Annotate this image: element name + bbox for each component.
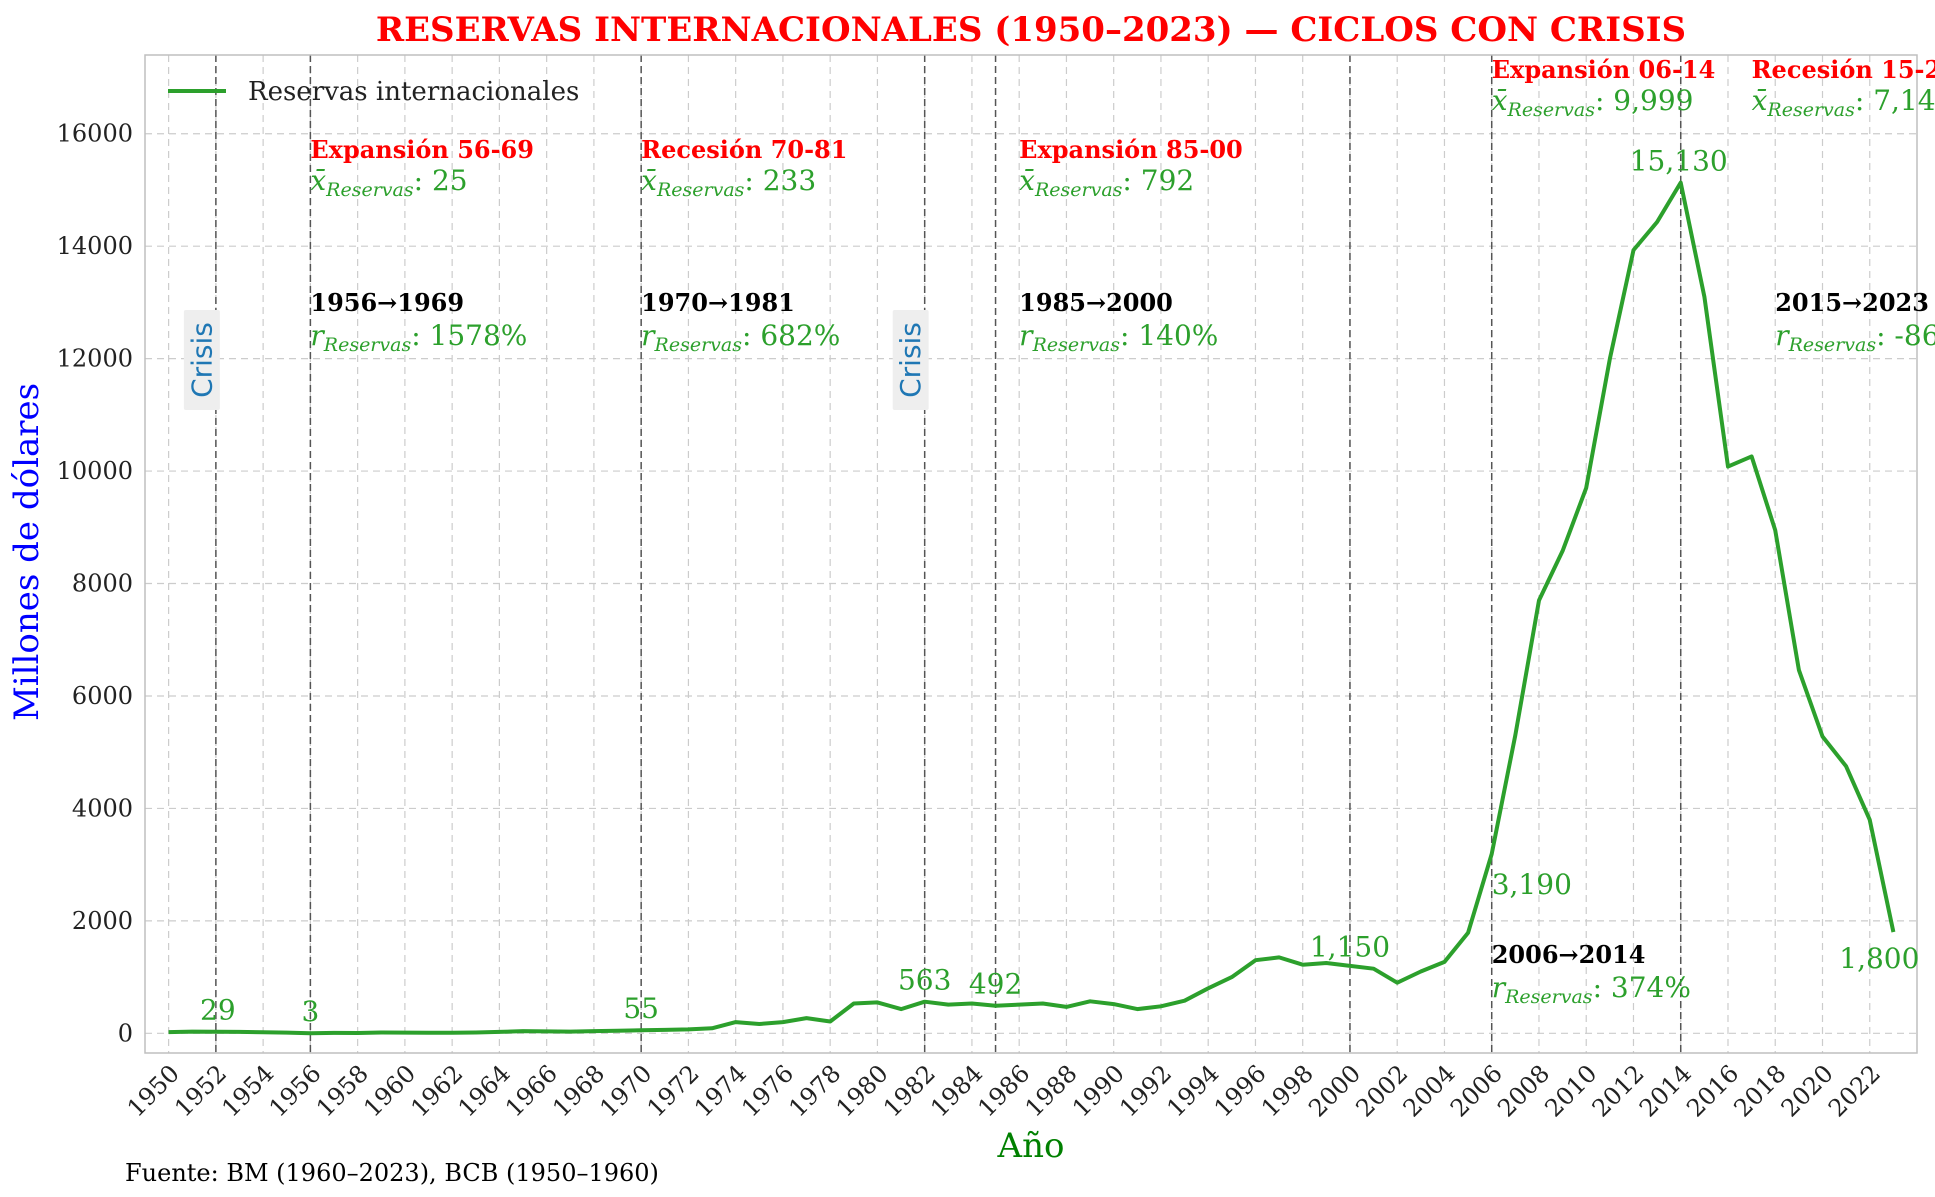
period-growth: rReservas: 140%	[1019, 319, 1218, 356]
point-value-label: 3	[301, 995, 319, 1028]
x-tick-label: 1984	[925, 1059, 988, 1122]
x-tick-label: 2004	[1398, 1059, 1461, 1122]
x-tick-label: 1988	[1020, 1059, 1083, 1122]
x-tick-label: 1968	[547, 1059, 610, 1122]
chart-title: RESERVAS INTERNACIONALES (1950–2023) — C…	[376, 10, 1686, 50]
x-tick-label: 1980	[831, 1059, 894, 1122]
y-tick-label: 4000	[72, 794, 133, 822]
cycle-divider-lines	[216, 55, 1681, 1053]
period-annotation: Expansión 85-00x̄Reservas: 792 1985→2000r…	[1019, 135, 1243, 356]
x-tick-label: 1970	[594, 1059, 657, 1122]
period-annotations: Expansión 56-69x̄Reservas: 251956→1969rR…	[310, 55, 1935, 1008]
y-tick-label: 2000	[72, 907, 133, 935]
x-tick-label: 1974	[689, 1059, 752, 1122]
x-tick-label: 2008	[1492, 1059, 1555, 1122]
period-range: 2006→2014	[1492, 940, 1646, 969]
period-annotation: Recesión 15-23x̄Reservas: 7,141 2015→2023…	[1752, 55, 1935, 356]
x-tick-label: 2022	[1823, 1059, 1886, 1122]
legend-entry-label: Reservas internacionales	[248, 77, 579, 107]
x-tick-label: 1962	[405, 1059, 468, 1122]
period-growth: rReservas: 1578%	[310, 319, 527, 356]
x-tick-label: 1982	[878, 1059, 941, 1122]
x-tick-label: 1950	[122, 1059, 185, 1122]
y-tick-label: 12000	[57, 345, 133, 373]
x-tick-label: 2000	[1303, 1059, 1366, 1122]
point-value-label: 1,800	[1839, 942, 1919, 975]
x-tick-label: 2012	[1587, 1059, 1650, 1122]
x-tick-label: 2010	[1539, 1059, 1602, 1122]
x-tick-label: 2016	[1681, 1059, 1744, 1122]
x-tick-label: 1972	[642, 1059, 705, 1122]
crisis-label: Crisis	[893, 310, 929, 410]
x-tick-label: 1952	[169, 1059, 232, 1122]
period-annotation: Recesión 70-81x̄Reservas: 233 1970→1981rR…	[641, 135, 847, 356]
x-tick-label: 1966	[500, 1059, 563, 1122]
x-tick-label: 2018	[1728, 1059, 1791, 1122]
crisis-label: Crisis	[184, 310, 220, 410]
period-range: 1956→1969	[310, 288, 464, 317]
period-growth: rReservas: 374%	[1492, 971, 1691, 1008]
point-value-label: 55	[623, 992, 659, 1025]
period-name: Recesión 15-23	[1752, 55, 1935, 84]
period-mean: x̄Reservas: 233	[641, 164, 816, 201]
period-range: 1970→1981	[641, 288, 795, 317]
period-mean: x̄Reservas: 25	[310, 164, 467, 201]
point-value-label: 15,130	[1630, 145, 1728, 178]
x-tick-label: 1956	[264, 1059, 327, 1122]
x-tick-label: 1998	[1256, 1059, 1319, 1122]
point-labels: 29 3 55 563 492 1,150 3,190 15,130 1,800	[200, 145, 1919, 1029]
y-axis-label: Millones de dólares	[7, 383, 47, 721]
x-tick-label: 2002	[1350, 1059, 1413, 1122]
x-tick-label: 1978	[783, 1059, 846, 1122]
period-mean: x̄Reservas: 7,141	[1752, 84, 1935, 121]
y-tick-label: 8000	[72, 570, 133, 598]
x-tick-label: 1954	[216, 1059, 279, 1122]
x-tick-label: 1986	[972, 1059, 1035, 1122]
point-value-label: 563	[898, 964, 951, 997]
period-name: Recesión 70-81	[641, 135, 847, 164]
period-annotation: Expansión 06-14x̄Reservas: 9,999 2006→201…	[1492, 55, 1716, 1008]
x-tick-label: 1994	[1161, 1059, 1224, 1122]
x-tick-label: 2014	[1634, 1059, 1697, 1122]
x-tick-label: 1960	[358, 1059, 421, 1122]
crisis-label-text: Crisis	[894, 322, 927, 398]
source-note: Fuente: BM (1960–2023), BCB (1950–1960)	[125, 1159, 659, 1187]
point-value-label: 1,150	[1310, 931, 1390, 964]
x-tick-label: 1996	[1209, 1059, 1272, 1122]
axes-frame	[145, 55, 1917, 1053]
x-tick-label: 1958	[311, 1059, 374, 1122]
period-growth: rReservas: -86%	[1775, 319, 1935, 356]
x-tick-label: 1992	[1114, 1059, 1177, 1122]
period-name: Expansión 85-00	[1019, 135, 1243, 164]
x-axis-label: Año	[997, 1126, 1065, 1166]
period-range: 2015→2023	[1775, 288, 1929, 317]
period-growth: rReservas: 682%	[641, 319, 840, 356]
y-tick-label: 14000	[57, 232, 133, 260]
period-name: Expansión 56-69	[310, 135, 534, 164]
x-tick-label: 1990	[1067, 1059, 1130, 1122]
point-value-label: 3,190	[1492, 868, 1572, 901]
y-tick-label: 6000	[72, 682, 133, 710]
period-name: Expansión 06-14	[1492, 55, 1716, 84]
x-tick-label: 1976	[736, 1059, 799, 1122]
point-value-label: 492	[969, 968, 1022, 1001]
y-tick-label: 10000	[57, 457, 133, 485]
grid-layer	[145, 55, 1917, 1053]
point-value-label: 29	[200, 994, 236, 1027]
crisis-label-text: Crisis	[185, 322, 218, 398]
x-tick-label: 1964	[453, 1059, 516, 1122]
period-annotation: Expansión 56-69x̄Reservas: 25 1956→1969rR…	[310, 135, 534, 356]
period-mean: x̄Reservas: 792	[1019, 164, 1194, 201]
legend: Reservas internacionales	[168, 77, 579, 107]
y-tick-label: 16000	[57, 120, 133, 148]
x-tick-label: 2006	[1445, 1059, 1508, 1122]
y-tick-label: 0	[118, 1019, 133, 1047]
period-range: 1985→2000	[1019, 288, 1173, 317]
x-tick-label: 2020	[1776, 1059, 1839, 1122]
period-mean: x̄Reservas: 9,999	[1492, 84, 1694, 121]
